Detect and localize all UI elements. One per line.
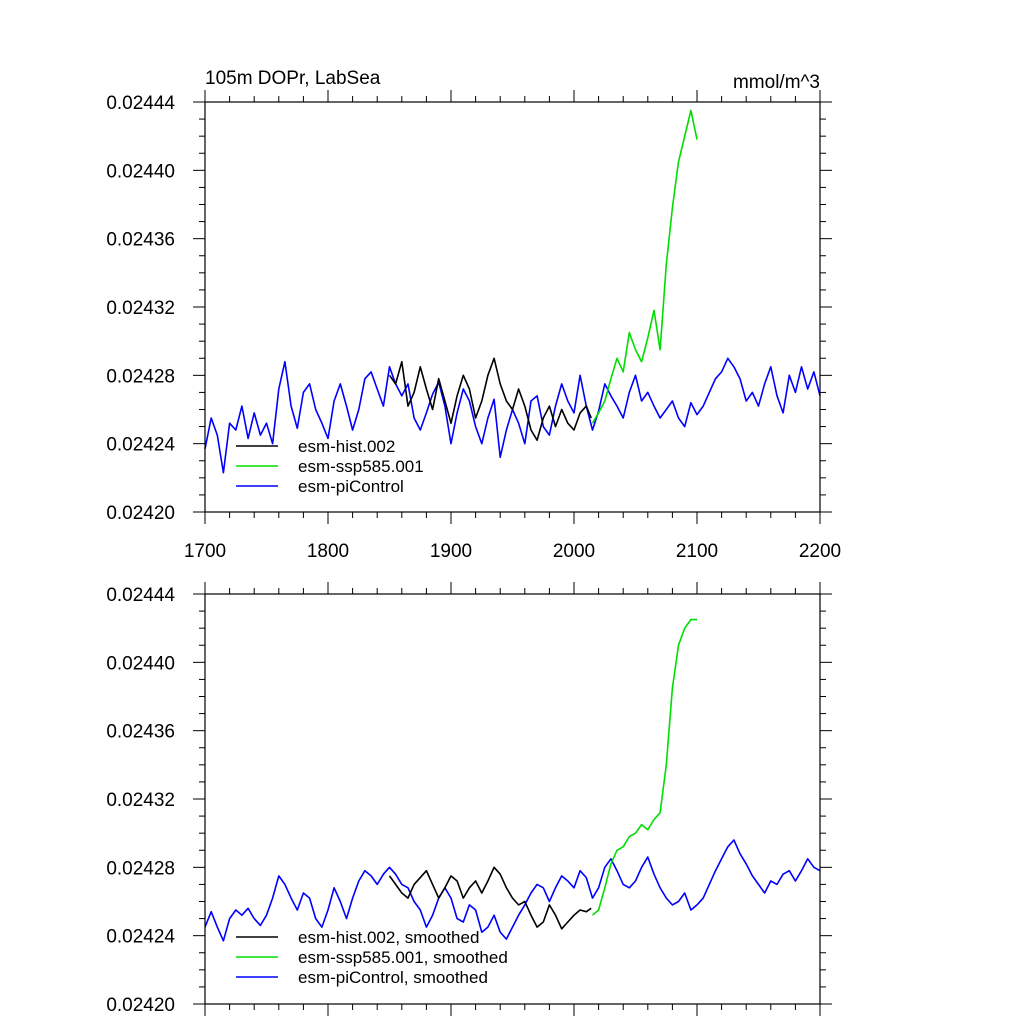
y-tick-label: 0.02428 <box>106 366 175 387</box>
series-line-1-0 <box>204 839 821 942</box>
legend-label: esm-piControl, smoothed <box>298 968 488 987</box>
series-line-0-1 <box>388 357 592 442</box>
bottom-panel: 0.02420 0.02424 0.02428 0.02432 0.02436 0.024… <box>106 582 832 1016</box>
legend-label: esm-piControl <box>298 477 404 496</box>
y-tick-label: 0.02432 <box>106 790 175 811</box>
y-tick-label: 0.02436 <box>106 722 175 743</box>
top-panel: 1700 1800 1900 2000 2100 2200 0.02420 0.02424 0.… <box>106 68 841 562</box>
legend-label: esm-hist.002, smoothed <box>298 928 479 947</box>
y-tick-label: 0.02440 <box>106 161 175 182</box>
legend-label: esm-ssp585.001 <box>298 457 424 476</box>
y-tick-label: 0.02444 <box>106 93 175 114</box>
y-tick-label: 0.02420 <box>106 995 175 1016</box>
x-tick-label: 2200 <box>799 541 841 562</box>
chart-units: mmol/m^3 <box>733 72 820 93</box>
x-tick-label: 1800 <box>307 541 349 562</box>
y-tick-label: 0.02420 <box>106 503 175 524</box>
y-tick-label: 0.02432 <box>106 298 175 319</box>
y-tick-label: 0.02444 <box>106 585 175 606</box>
series-line-1-2 <box>591 618 697 916</box>
series-line-0-2 <box>591 109 698 424</box>
y-tick-label: 0.02428 <box>106 858 175 879</box>
x-tick-label: 2100 <box>676 541 718 562</box>
legend-label: esm-hist.002 <box>298 437 395 456</box>
y-tick-label: 0.02440 <box>106 653 175 674</box>
x-tick-label: 2000 <box>553 541 595 562</box>
y-tick-label: 0.02436 <box>106 230 175 251</box>
y-tick-label: 0.02424 <box>106 435 175 456</box>
x-tick-label: 1700 <box>184 541 226 562</box>
x-tick-label: 1900 <box>430 541 472 562</box>
chart-title: 105m DOPr, LabSea <box>205 68 381 89</box>
series-line-1-1 <box>388 866 592 930</box>
legend-label: esm-ssp585.001, smoothed <box>298 948 508 967</box>
y-tick-label: 0.02424 <box>106 927 175 948</box>
